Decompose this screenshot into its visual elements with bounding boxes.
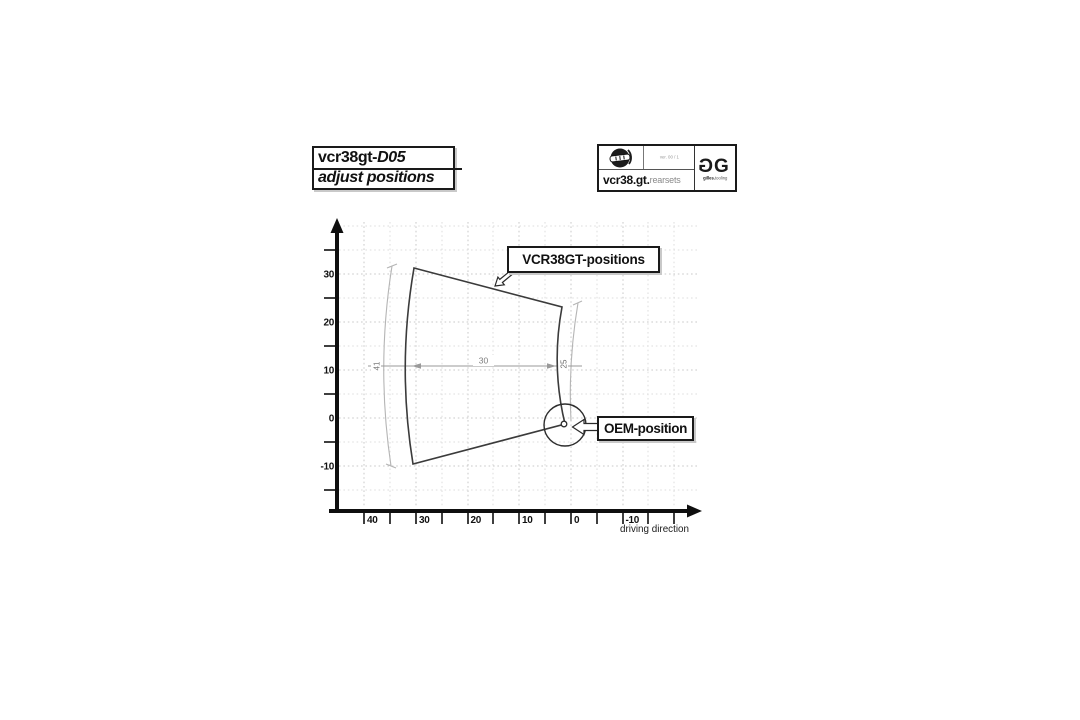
x-tick-label: 30 [419, 515, 430, 526]
brand-name: gilles.tooling [703, 176, 727, 180]
logo-top-row: ver. 00 / 1 [599, 146, 694, 170]
left-arc-dimension: 41 [373, 361, 382, 370]
x-tick-label: 40 [367, 515, 378, 526]
logo-left-section: ver. 00 / 1 vcr38.gt. rearsets [599, 146, 695, 190]
product-name-light: rearsets [649, 175, 681, 185]
title-line1-prefix: vcr38gt- [318, 149, 378, 166]
range-callout-arrow [494, 269, 515, 287]
brand-name-bold: gilles. [702, 176, 715, 181]
x-tick-label: 10 [522, 515, 533, 526]
x-axis-ticks [363, 513, 675, 524]
gilles-emblem-icon: G G [699, 156, 729, 176]
brand-name-light: tooling [714, 176, 728, 181]
emblem-glyph-right: G [714, 156, 729, 176]
y-tick-labels: 30 20 10 0 -10 [311, 266, 335, 473]
x-axis-arrow [687, 504, 702, 518]
right-arc-dimension: 25 [560, 359, 569, 368]
title-block: vcr38gt-D05 adjust positions [312, 146, 462, 190]
x-tick-label: 0 [574, 515, 580, 526]
oem-callout-box: OEM-position [597, 416, 694, 441]
oem-dot [560, 420, 568, 428]
adjustment-envelope-outline [404, 267, 566, 465]
y-axis-arrow [330, 218, 344, 233]
dimension-line: 41 30 25 [368, 355, 582, 374]
brand-section: G G gilles.tooling [695, 146, 735, 190]
title-line-1: vcr38gt-D05 [314, 148, 453, 168]
driving-direction-label: driving direction [620, 523, 689, 535]
range-callout-box: VCR38GT-positions [507, 246, 660, 273]
x-tick-labels: 40 30 20 10 0 -10 [367, 515, 640, 526]
revision-cell: ver. 00 / 1 [643, 146, 694, 169]
product-name: vcr38.gt. rearsets [599, 170, 694, 190]
y-tick-label: 30 [323, 270, 334, 281]
title-divider [314, 168, 462, 170]
title-line1-model: D05 [377, 149, 406, 166]
revision-text: ver. 00 / 1 [659, 155, 679, 160]
span-dimension: 30 [479, 356, 489, 366]
y-tick-label: 0 [329, 414, 335, 425]
product-name-bold: vcr38.gt. [603, 173, 650, 187]
title-line-2: adjust positions [318, 169, 435, 186]
right-construction-arc [569, 302, 579, 422]
logo-block: ver. 00 / 1 vcr38.gt. rearsets G G gilles… [597, 144, 737, 192]
y-tick-label: 10 [323, 366, 334, 377]
rearset-logo-cell [599, 146, 643, 169]
x-tick-label: 20 [471, 515, 482, 526]
footpeg-logo-icon [609, 148, 632, 167]
x-axis: 40 30 20 10 0 -10 driving direction [329, 504, 702, 535]
oem-callout-arrow [571, 418, 599, 436]
emblem-glyph-left: G [699, 156, 713, 176]
y-tick-label: 20 [323, 318, 334, 329]
x-tick-label: -10 [626, 515, 640, 526]
y-axis: 30 20 10 0 -10 [311, 218, 344, 513]
y-tick-label: -10 [320, 462, 334, 473]
